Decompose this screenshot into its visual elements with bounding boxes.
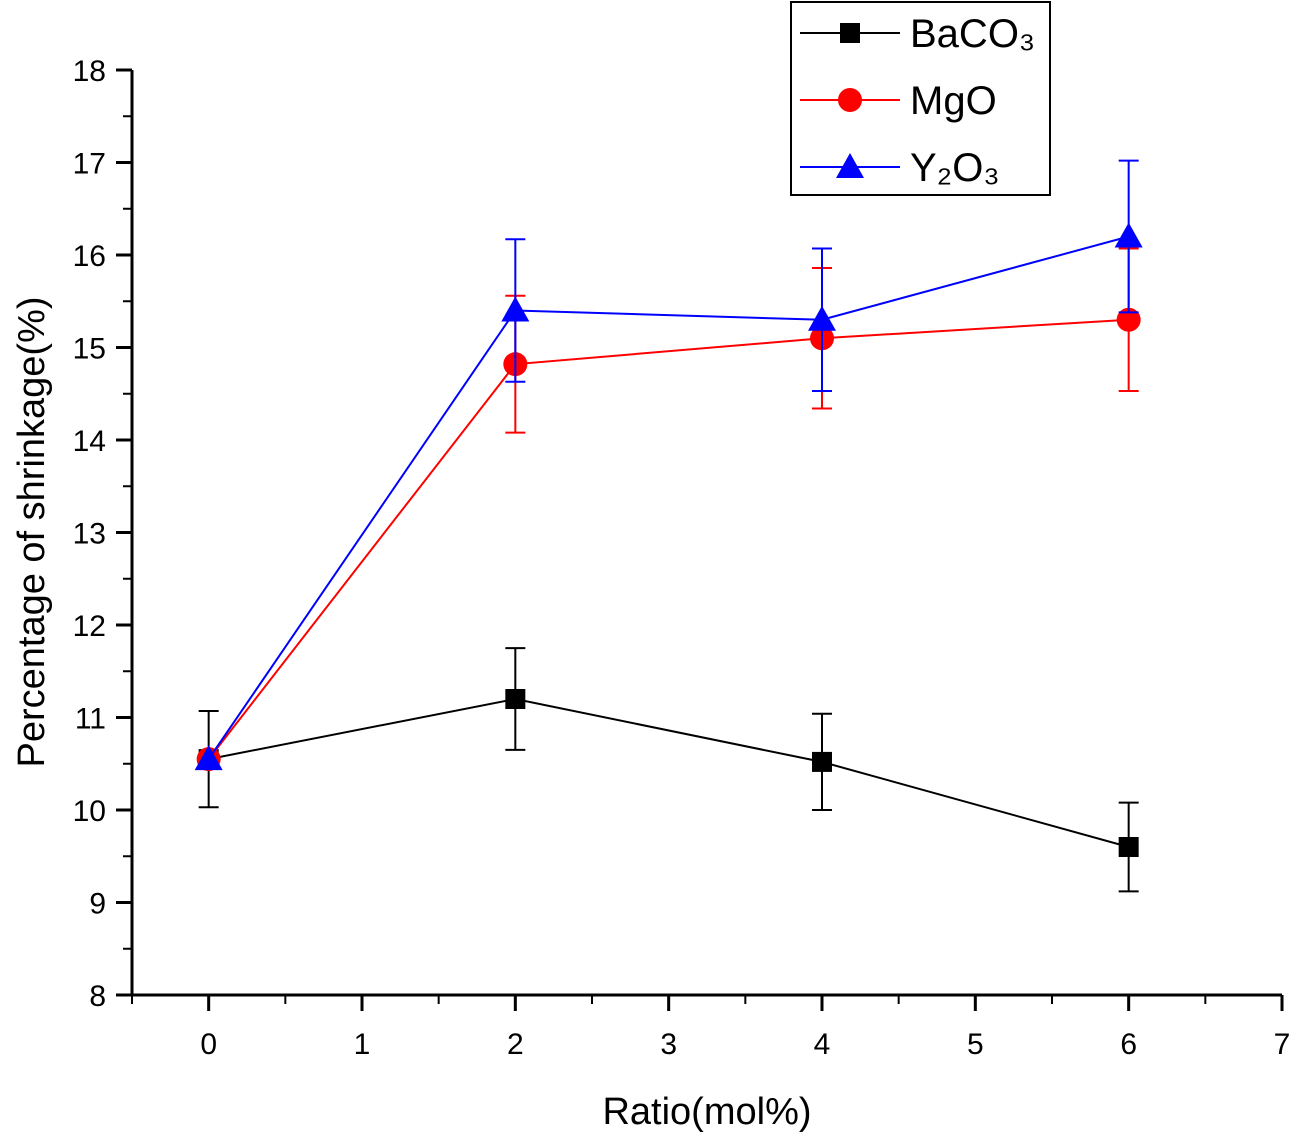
x-tick-label: 6 [1120, 1028, 1137, 1061]
data-point [501, 296, 530, 322]
legend-label: Y₂O₃ [910, 146, 1000, 190]
y-tick-label: 13 [73, 518, 106, 551]
y-axis-label: Percentage of shrinkage(%) [11, 296, 53, 767]
series-line [207, 235, 1129, 760]
data-point [808, 305, 836, 331]
y-tick-label: 10 [73, 795, 106, 828]
legend-marker [840, 23, 860, 43]
legend-box [790, 1, 1051, 196]
series-square [198, 647, 1139, 893]
data-point [812, 751, 832, 772]
x-tick-label: 2 [507, 1028, 524, 1061]
x-tick-label: 7 [1274, 1028, 1291, 1061]
series-circle [196, 247, 1141, 772]
legend: BaCO₃ MgO Y₂O₃ [790, 1, 1051, 196]
y-tick-label: 14 [73, 425, 106, 458]
data-point [1116, 307, 1141, 332]
data-point [1114, 222, 1143, 248]
series-line [208, 697, 1129, 848]
legend-label: BaCO₃ [910, 12, 1035, 56]
y-tick-label: 8 [89, 980, 106, 1013]
x-tick-label: 1 [354, 1028, 371, 1061]
x-tick-label: 0 [200, 1028, 217, 1061]
data-point [1118, 837, 1139, 857]
y-tick-label: 11 [75, 703, 106, 736]
legend-marker [836, 153, 864, 178]
data-point [194, 745, 223, 771]
series-group [194, 159, 1143, 893]
x-tick-label: 4 [814, 1028, 831, 1061]
y-tick-label: 9 [89, 888, 106, 921]
legend-label: MgO [910, 79, 997, 123]
y-tick-label: 18 [73, 55, 106, 88]
x-axis-label: Ratio(mol%) [602, 1091, 811, 1133]
y-tick-label: 17 [73, 148, 106, 181]
series-line [207, 318, 1129, 760]
legend-marker [838, 88, 862, 112]
y-tick-label: 15 [73, 333, 106, 366]
x-tick-label: 5 [967, 1028, 984, 1061]
data-point [505, 689, 526, 709]
y-tick-label: 16 [73, 240, 106, 273]
x-tick-label: 3 [660, 1028, 677, 1061]
series-triangle [194, 159, 1143, 771]
y-tick-label: 12 [73, 610, 106, 643]
